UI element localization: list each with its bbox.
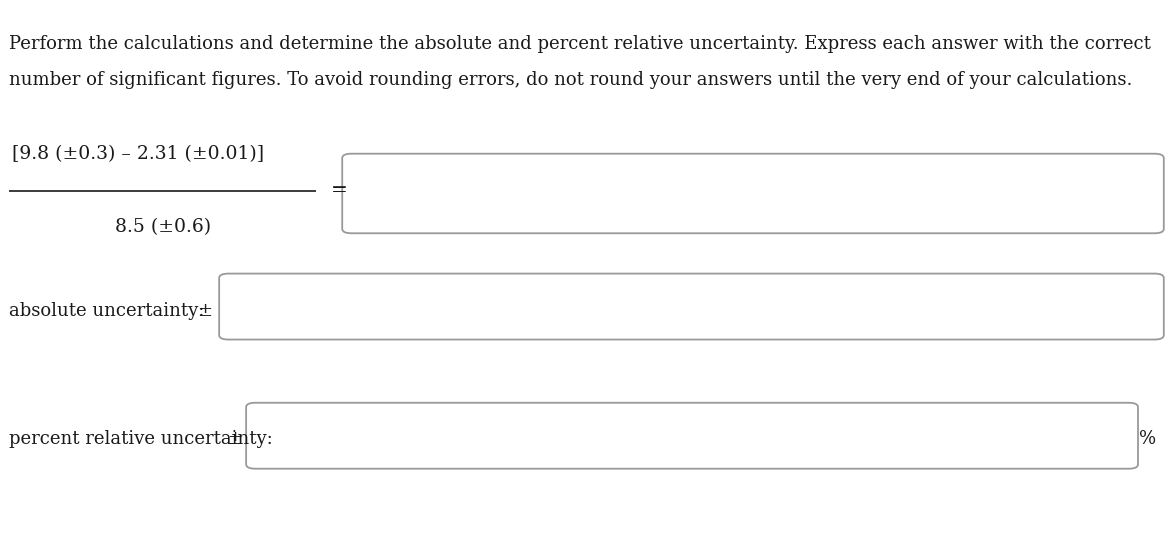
Text: ±: ± <box>227 429 241 448</box>
Text: 8.5 (±0.6): 8.5 (±0.6) <box>115 218 211 236</box>
Text: %: % <box>1139 429 1157 448</box>
Text: =: = <box>331 181 347 200</box>
Text: Perform the calculations and determine the absolute and percent relative uncerta: Perform the calculations and determine t… <box>9 35 1151 53</box>
Text: [9.8 (±0.3) – 2.31 (±0.01)]: [9.8 (±0.3) – 2.31 (±0.01)] <box>12 146 264 164</box>
Text: absolute uncertainty:: absolute uncertainty: <box>9 301 205 320</box>
FancyBboxPatch shape <box>219 274 1164 340</box>
Text: number of significant figures. To avoid rounding errors, do not round your answe: number of significant figures. To avoid … <box>9 71 1133 89</box>
Text: ±: ± <box>198 301 212 320</box>
FancyBboxPatch shape <box>246 403 1138 469</box>
Text: percent relative uncertainty:: percent relative uncertainty: <box>9 429 273 448</box>
FancyBboxPatch shape <box>342 154 1164 233</box>
